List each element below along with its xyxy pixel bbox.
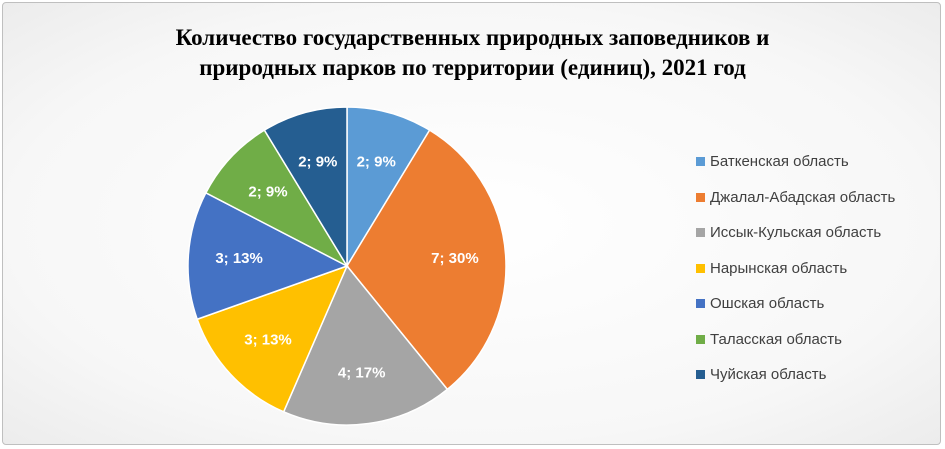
legend-swatch-3 [696,228,705,238]
legend-item-6: Таласская область [696,322,936,358]
legend-swatch-7 [696,370,705,380]
chart-title: Количество государственных природных зап… [3,23,940,83]
chart-title-line-2: природных парков по территории (единиц),… [199,55,746,80]
legend-label-7: Чуйская область [710,366,827,384]
pie-slice-label-5: 3; 13% [215,250,263,267]
legend: Баткенская область Джалал-Абадская област… [696,144,936,393]
pie-slice-5 [187,191,349,321]
legend-swatch-2 [696,192,705,202]
legend-swatch-4 [696,263,705,273]
legend-swatch-1 [696,157,705,167]
pie-slice-label-3: 4; 17% [338,365,386,382]
legend-item-7: Чуйская область [696,357,936,393]
pie-chart: 2; 9% 7; 30% 4; 17% 3; 13% 3; 13% 2; 9% 2; 9% [187,106,507,426]
legend-label-6: Таласская область [710,330,842,348]
legend-label-3: Иссык-Кульская область [710,224,882,242]
legend-item-5: Ошская область [696,286,936,322]
legend-item-3: Иссык-Кульская область [696,215,936,251]
legend-label-1: Баткенская область [710,153,849,171]
legend-label-5: Ошская область [710,295,825,313]
pie-slice-7 [263,106,348,269]
pie-slice-label-6: 2; 9% [248,184,287,201]
pie-slice-2 [346,129,507,391]
legend-item-4: Нарынская область [696,251,936,287]
pie-slice-6 [204,129,350,268]
legend-swatch-5 [696,299,705,309]
legend-label-2: Джалал-Абадская область [710,188,896,206]
legend-swatch-6 [696,334,705,344]
pie-slice-label-1: 2; 9% [357,153,396,170]
legend-label-4: Нарынская область [710,259,848,277]
pie-slice-1 [346,106,431,269]
legend-item-1: Баткенская область [696,144,936,180]
pie-slice-label-7: 2; 9% [298,153,337,170]
legend-item-2: Джалал-Абадская область [696,180,936,216]
chart-title-line-1: Количество государственных природных зап… [175,25,770,50]
pie-slice-label-2: 7; 30% [431,250,479,267]
pie-slice-label-4: 3; 13% [244,331,292,348]
pie-slice-4 [196,264,349,413]
pie-slice-3 [282,264,449,426]
